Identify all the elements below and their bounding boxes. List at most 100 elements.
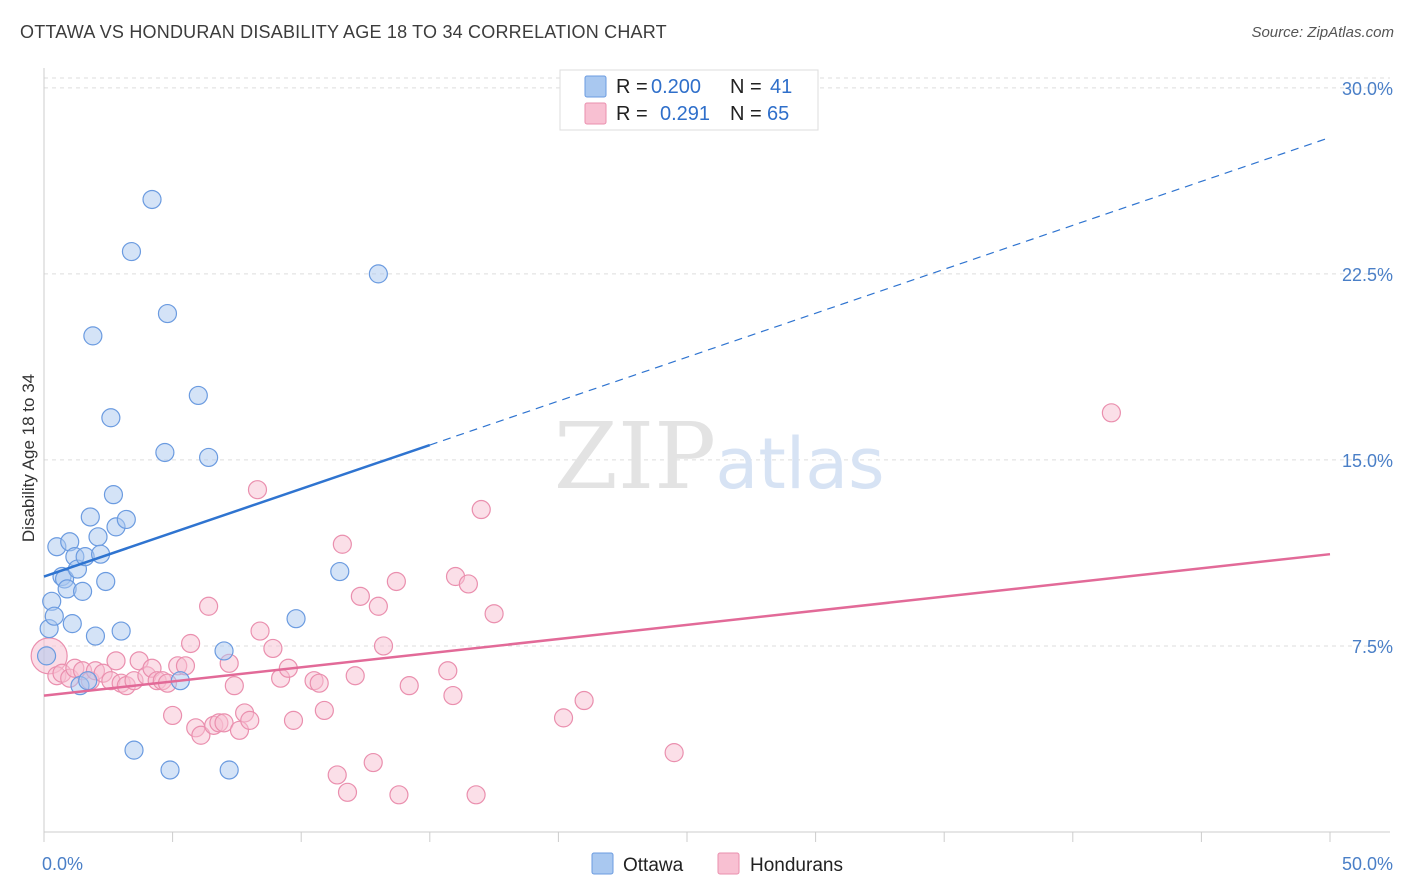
ottawa-point bbox=[142, 189, 162, 210]
ottawa-point bbox=[62, 614, 82, 634]
hondurans-point bbox=[350, 586, 370, 606]
ottawa-point bbox=[78, 671, 98, 691]
hondurans-point bbox=[484, 604, 504, 624]
ottawa-point bbox=[72, 581, 93, 601]
ottawa-trend-extension bbox=[429, 136, 1331, 446]
y-tick-label: 22.5% bbox=[1342, 265, 1393, 285]
hondurans-point bbox=[263, 638, 283, 659]
hondurans-point bbox=[389, 785, 409, 805]
hondurans-point bbox=[106, 651, 126, 671]
hondurans-point bbox=[163, 705, 183, 726]
hondurans-point bbox=[466, 785, 486, 805]
hondurans-point bbox=[399, 676, 419, 696]
ottawa-point bbox=[286, 609, 306, 629]
x-tick-label-max: 50.0% bbox=[1342, 854, 1393, 874]
ottawa-point bbox=[88, 527, 108, 547]
ottawa-trend-line bbox=[43, 443, 431, 578]
grid-lines bbox=[44, 77, 1390, 647]
legend-ottawa-swatch bbox=[584, 75, 607, 98]
hondurans-point bbox=[214, 713, 234, 733]
legend-hondurans-n-value: 65 bbox=[767, 103, 789, 125]
hondurans-point bbox=[332, 534, 352, 554]
y-tick-label: 7.5% bbox=[1352, 637, 1393, 657]
bottom-legend-hondurans-swatch bbox=[717, 852, 740, 875]
bottom-legend-ottawa-label: Ottawa bbox=[623, 855, 684, 876]
chart-title: OTTAWA VS HONDURAN DISABILITY AGE 18 TO … bbox=[20, 22, 667, 42]
trend-lines bbox=[43, 136, 1331, 697]
hondurans-point bbox=[247, 480, 268, 500]
hondurans-point bbox=[386, 571, 406, 592]
hondurans-points bbox=[30, 403, 1121, 805]
ottawa-point bbox=[36, 646, 57, 666]
legend-hondurans-r-value: 0.291 bbox=[660, 103, 710, 125]
legend-box: R = 0.200 N = 41 R = 0.291 N = 65 bbox=[559, 69, 819, 131]
ottawa-point bbox=[219, 760, 239, 780]
hondurans-point bbox=[443, 685, 463, 706]
hondurans-point bbox=[191, 725, 211, 745]
ottawa-point bbox=[330, 561, 350, 582]
hondurans-point bbox=[224, 676, 244, 696]
ottawa-point bbox=[160, 760, 180, 780]
watermark-atlas: atlas bbox=[715, 423, 884, 505]
legend-ottawa-r-label: R = bbox=[616, 76, 648, 98]
hondurans-point bbox=[309, 673, 329, 693]
x-tick-labels: 0.0% 50.0% bbox=[42, 854, 1393, 874]
y-axis-label: Disability Age 18 to 34 bbox=[19, 374, 38, 542]
hondurans-point bbox=[314, 700, 334, 721]
ottawa-point bbox=[111, 621, 131, 641]
ottawa-point bbox=[188, 385, 208, 406]
ottawa-point bbox=[80, 507, 100, 527]
ottawa-point bbox=[155, 442, 175, 463]
ottawa-point bbox=[214, 641, 234, 661]
source-label: Source: ZipAtlas.com bbox=[1251, 24, 1394, 41]
legend-ottawa-n-label: N = bbox=[730, 76, 762, 98]
ottawa-point bbox=[368, 264, 388, 284]
ottawa-point bbox=[157, 303, 178, 324]
y-tick-label: 30.0% bbox=[1342, 79, 1393, 99]
hondurans-point bbox=[471, 499, 491, 520]
hondurans-point bbox=[345, 666, 365, 686]
hondurans-point bbox=[368, 596, 388, 616]
watermark-zip: ZIP bbox=[554, 403, 716, 510]
ottawa-point bbox=[101, 408, 121, 428]
hondurans-point bbox=[337, 782, 358, 802]
hondurans-point bbox=[181, 633, 201, 654]
y-tick-label: 15.0% bbox=[1342, 451, 1393, 471]
watermark: ZIP atlas bbox=[554, 403, 885, 510]
legend-hondurans-swatch bbox=[584, 102, 607, 125]
bottom-legend-ottawa-swatch bbox=[591, 852, 614, 875]
ottawa-point bbox=[116, 509, 136, 530]
hondurans-point bbox=[327, 765, 347, 785]
ottawa-point bbox=[121, 241, 142, 262]
y-tick-labels: 7.5% 15.0% 22.5% 30.0% bbox=[1342, 79, 1393, 657]
hondurans-point bbox=[250, 621, 270, 641]
hondurans-point bbox=[283, 710, 304, 730]
ottawa-points bbox=[36, 189, 388, 780]
hondurans-point bbox=[199, 596, 219, 616]
hondurans-trend-line bbox=[43, 552, 1331, 697]
legend-ottawa-n-value: 41 bbox=[770, 76, 792, 98]
bottom-legend-hondurans-label: Hondurans bbox=[750, 855, 843, 876]
hondurans-point bbox=[553, 708, 574, 728]
ottawa-point bbox=[83, 326, 103, 346]
x-tick-label-min: 0.0% bbox=[42, 854, 83, 874]
ottawa-point bbox=[103, 485, 124, 505]
ottawa-point bbox=[96, 571, 116, 592]
hondurans-point bbox=[240, 710, 260, 730]
hondurans-point bbox=[458, 574, 478, 594]
hondurans-point bbox=[1101, 403, 1121, 423]
hondurans-point bbox=[438, 661, 458, 681]
hondurans-point bbox=[373, 636, 394, 656]
hondurans-point bbox=[574, 690, 594, 711]
ottawa-point bbox=[85, 626, 106, 646]
legend-ottawa-r-value: 0.200 bbox=[651, 76, 701, 98]
hondurans-point bbox=[363, 752, 383, 773]
bottom-legend: Ottawa Hondurans bbox=[591, 852, 843, 876]
ottawa-point bbox=[44, 606, 64, 626]
ottawa-point bbox=[124, 740, 144, 760]
axes bbox=[43, 68, 1390, 842]
legend-hondurans-n-label: N = bbox=[730, 103, 762, 125]
hondurans-point bbox=[664, 743, 684, 763]
ottawa-point bbox=[199, 447, 219, 468]
legend-hondurans-r-label: R = bbox=[616, 103, 648, 125]
